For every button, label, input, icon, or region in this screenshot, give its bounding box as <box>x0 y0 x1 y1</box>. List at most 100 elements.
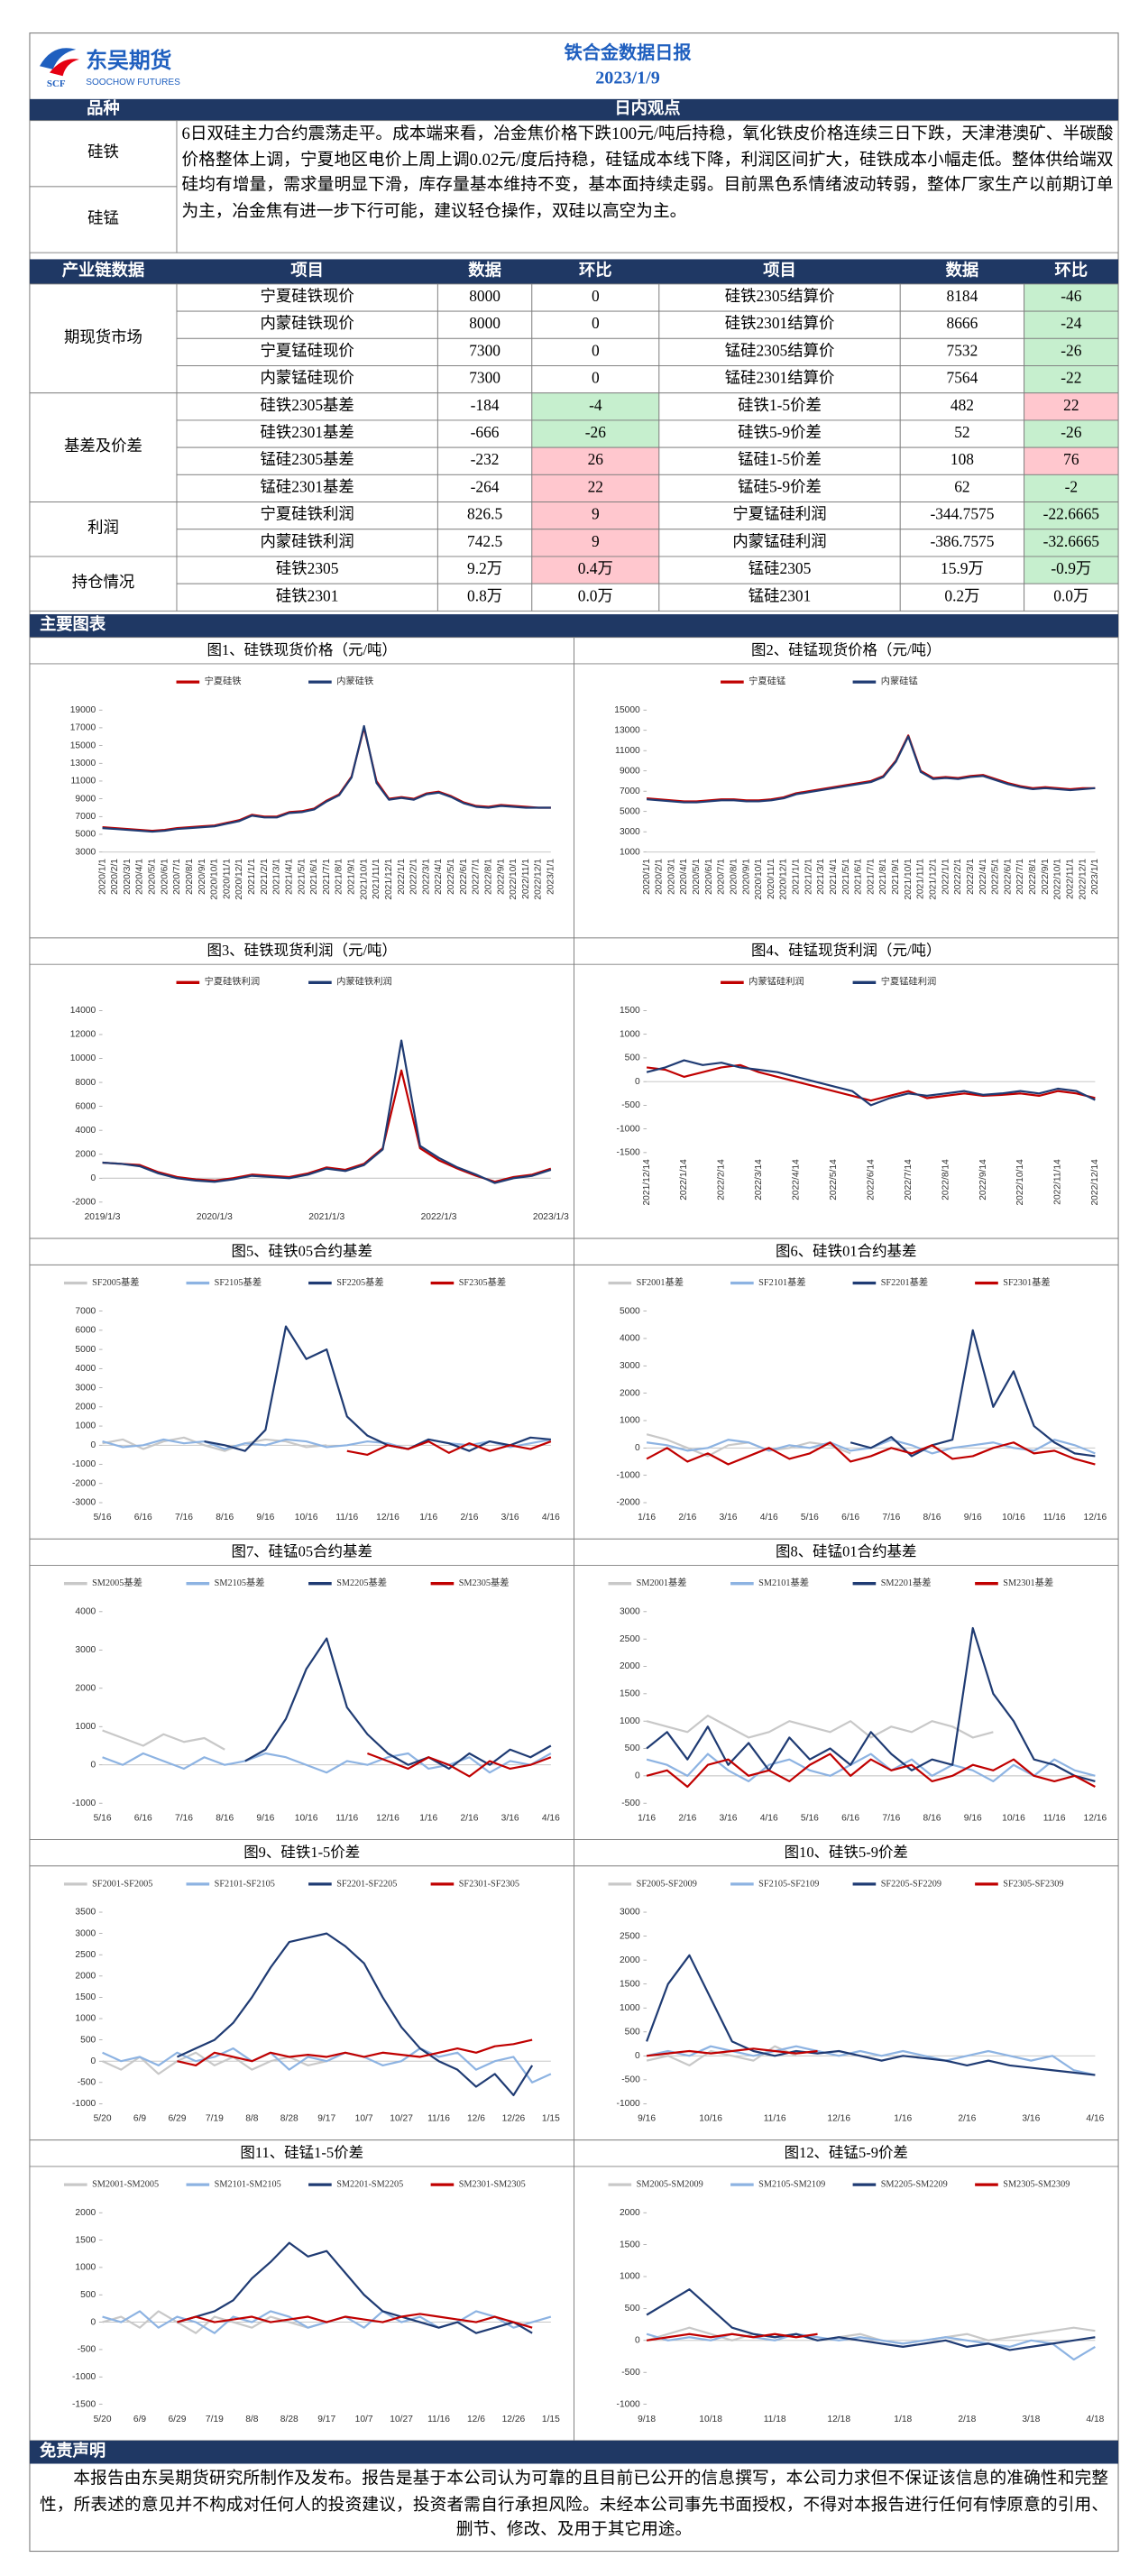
x-tick-label: 4/16 <box>542 1513 560 1523</box>
chart-title: 图9、硅铁1-5价差 <box>243 1844 360 1861</box>
table-cell-text: 锰硅2305 <box>748 560 812 577</box>
x-tick-label: 2021/12/1 <box>929 859 939 900</box>
chart-title: 图11、硅锰1-5价差 <box>240 2144 363 2161</box>
table-cell-text: 9 <box>592 533 600 550</box>
legend-label: SF2301-SF2305 <box>459 1879 519 1889</box>
x-tick-label: 2021/7/1 <box>322 859 332 895</box>
table-cell-text: 硅铁2305 <box>276 560 339 577</box>
legend-label: SM2101-SM2105 <box>215 2179 281 2189</box>
y-tick-label: 3000 <box>75 847 96 857</box>
table-cell-text: -0.9万 <box>1051 560 1091 577</box>
table-cell-text: 锰硅1-5价差 <box>738 451 822 468</box>
x-tick-label: 3/16 <box>1022 2114 1040 2124</box>
x-tick-label: 6/16 <box>134 1813 152 1823</box>
series-line <box>646 1063 1096 1102</box>
x-tick-label: 1/16 <box>419 1813 437 1823</box>
x-tick-label: 2021/3/1 <box>272 859 282 895</box>
legend-label: 宁夏硅铁 <box>205 675 242 686</box>
x-tick-label: 7/16 <box>175 1813 193 1823</box>
y-tick-label: 5000 <box>75 1345 96 1355</box>
y-tick-label: -1000 <box>617 2099 641 2109</box>
table-cell-text: 108 <box>951 451 974 468</box>
chart-title: 图1、硅铁现货价格（元/吨） <box>207 641 396 658</box>
x-tick-label: 12/6 <box>467 2415 485 2424</box>
x-tick-label: 2020/2/1 <box>655 859 665 895</box>
table-cell-text: 52 <box>954 424 969 441</box>
x-tick-label: 2020/12/1 <box>779 859 789 900</box>
table-cell <box>436 583 533 612</box>
table-cell <box>899 501 1025 530</box>
x-tick-label: 2021/2/1 <box>804 859 813 895</box>
x-tick-label: 8/8 <box>245 2415 259 2424</box>
y-tick-label: 0 <box>91 2056 96 2066</box>
y-tick-label: -500 <box>621 1100 640 1110</box>
x-tick-label: 2021/1/1 <box>247 859 257 895</box>
chart: 图11、硅锰1-5价差 SM2001-SM2005 SM2101-SM2105 SM2… <box>29 2139 574 2442</box>
x-tick-label: 3/18 <box>1022 2415 1040 2424</box>
x-tick-label: 2022/11/14 <box>1053 1159 1063 1205</box>
x-tick-label: 10/7 <box>355 2114 373 2124</box>
group-label: 基差及价差 <box>64 437 142 455</box>
x-tick-label: 2023/1/1 <box>546 859 556 895</box>
x-tick-label: 11/16 <box>335 1813 358 1823</box>
y-tick-label: 1000 <box>75 1421 96 1431</box>
x-tick-label: 2022/11/1 <box>521 859 531 899</box>
chart: 图9、硅铁1-5价差 SF2001-SF2005 SF2101-SF2105 SF22… <box>29 1839 574 2141</box>
y-tick-label: 500 <box>625 1053 640 1063</box>
x-tick-label: 2020/5/1 <box>692 859 702 895</box>
table-cell <box>899 529 1025 557</box>
x-tick-label: 2021/3/1 <box>816 859 826 895</box>
group-label: 期现货市场 <box>64 328 142 345</box>
series-line <box>102 2310 327 2334</box>
chart: 图3、硅铁现货利润（元/吨） 宁夏硅铁利润 内蒙硅铁利润 -2000 0 2000 4000… <box>29 937 574 1239</box>
table-cell-text: 0.0万 <box>1053 587 1088 604</box>
x-tick-label: 5/20 <box>94 2114 112 2124</box>
x-tick-label: 2022/1/1 <box>941 859 951 895</box>
x-tick-label: 2022/8/14 <box>941 1159 951 1201</box>
legend-label: SM2201基差 <box>881 1577 932 1588</box>
x-tick-label: 2021/7/1 <box>866 859 876 895</box>
chart-title: 图6、硅铁01合约基差 <box>776 1242 917 1259</box>
y-tick-label: -1000 <box>617 2399 641 2409</box>
x-tick-label: 1/16 <box>638 1513 656 1523</box>
series-line <box>646 2288 1096 2351</box>
legend-label: SF2105-SF2109 <box>758 1879 819 1889</box>
x-tick-label: 1/16 <box>638 1813 656 1823</box>
y-tick-label: 1000 <box>75 2263 96 2273</box>
x-tick-label: 2021/2/1 <box>260 859 270 895</box>
y-tick-label: 11000 <box>70 777 96 787</box>
y-tick-label: 1000 <box>620 1416 640 1426</box>
y-tick-label: 1000 <box>620 2272 640 2282</box>
chart-frame <box>574 1237 1119 1540</box>
y-tick-label: 13000 <box>70 759 96 768</box>
group-cell <box>29 392 178 503</box>
y-tick-label: 1500 <box>75 2235 96 2245</box>
x-tick-label: 2020/5/1 <box>148 859 158 895</box>
table-cell-text: -46 <box>1061 288 1081 305</box>
legend-label: SM2201-SM2205 <box>336 2179 403 2189</box>
table-cell-text: 0.8万 <box>467 587 502 604</box>
table-cell <box>899 556 1025 584</box>
legend-label: SM2005-SM2009 <box>637 2179 703 2189</box>
y-tick-label: 7000 <box>620 787 640 796</box>
x-tick-label: 2021/8/1 <box>878 859 888 895</box>
y-tick-label: 4000 <box>75 1607 96 1617</box>
x-tick-label: 5/20 <box>94 2415 112 2424</box>
legend-label: 宁夏硅铁利润 <box>205 976 261 988</box>
x-tick-label: 2021/4/1 <box>829 859 839 895</box>
table-cell <box>658 283 901 312</box>
chart: 图12、硅锰5-9价差 SM2005-SM2009 SM2105-SM2109 SM2… <box>574 2139 1119 2442</box>
x-tick-label: 9/17 <box>317 2114 335 2124</box>
chart-title: 图10、硅铁5-9价差 <box>785 1844 908 1861</box>
x-tick-label: 2022/6/1 <box>1003 859 1013 895</box>
legend-label: SM2101基差 <box>758 1577 809 1588</box>
x-tick-label: 2020/3/1 <box>666 859 676 895</box>
chart: 图5、硅铁05合约基差 SF2005基差 SF2105基差 SF2205基差 SF230… <box>29 1237 574 1540</box>
table-cell <box>176 583 438 612</box>
table-cell <box>899 419 1025 448</box>
logo-swoosh <box>49 59 79 77</box>
x-tick-label: 2020/1/1 <box>642 859 652 895</box>
table-cell <box>1024 365 1119 394</box>
